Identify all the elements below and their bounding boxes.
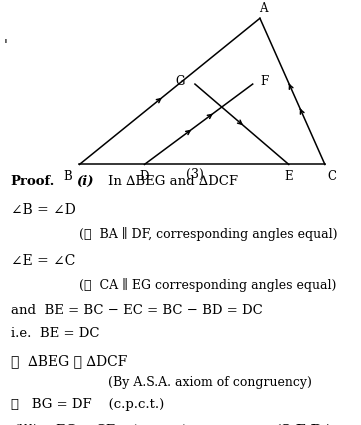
Text: Proof.: Proof. xyxy=(11,175,55,188)
Text: B: B xyxy=(64,170,72,183)
Text: and  BE = BC − EC = BC − BD = DC: and BE = BC − EC = BC − BD = DC xyxy=(11,304,262,317)
Text: D: D xyxy=(140,170,149,183)
Text: C: C xyxy=(328,170,336,183)
Text: i.e.  BE = DC: i.e. BE = DC xyxy=(11,327,99,340)
Text: EG = CF    (c.p.c.t.): EG = CF (c.p.c.t.) xyxy=(56,424,188,425)
Text: (i): (i) xyxy=(76,175,93,188)
Text: A: A xyxy=(259,2,268,14)
Text: ∠B = ∠D: ∠B = ∠D xyxy=(11,203,75,216)
Text: E: E xyxy=(284,170,293,183)
Text: G: G xyxy=(175,75,185,88)
Text: In ∆BEG and ∆DCF: In ∆BEG and ∆DCF xyxy=(108,175,238,188)
Text: (iii): (iii) xyxy=(11,424,38,425)
Text: ∠E = ∠C: ∠E = ∠C xyxy=(11,254,75,267)
Text: F: F xyxy=(260,75,268,88)
Text: (By A.S.A. axiom of congruency): (By A.S.A. axiom of congruency) xyxy=(108,377,312,389)
Text: ': ' xyxy=(4,39,8,53)
Text: (Q.E.D.): (Q.E.D.) xyxy=(274,424,333,425)
Text: ∴  ∆BEG ≅ ∆DCF: ∴ ∆BEG ≅ ∆DCF xyxy=(11,354,127,368)
Text: (3): (3) xyxy=(186,168,204,181)
Text: (∴  BA ∥ DF, corresponding angles equal): (∴ BA ∥ DF, corresponding angles equal) xyxy=(79,227,338,241)
Text: (∴  CA ∥ EG corresponding angles equal): (∴ CA ∥ EG corresponding angles equal) xyxy=(79,278,337,292)
Text: ∴   BG = DF    (c.p.c.t.): ∴ BG = DF (c.p.c.t.) xyxy=(11,398,164,411)
